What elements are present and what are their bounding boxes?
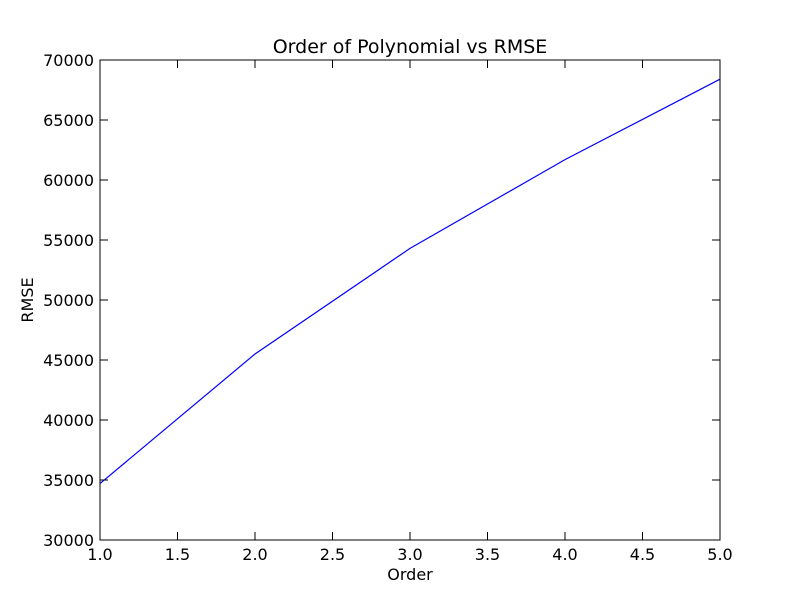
y-tick-label: 30000 [43,531,94,550]
y-tick-label: 65000 [43,111,94,130]
y-axis-label: RMSE [18,277,37,322]
x-tick-label: 2.0 [242,545,267,564]
series-line [99,78,721,485]
plot-background [100,60,720,540]
x-axis-label: Order [387,565,433,584]
x-tick-label: 3.5 [475,545,500,564]
x-tick-label: 1.5 [165,545,190,564]
x-tick-label: 4.5 [630,545,655,564]
y-tick-label: 40000 [43,411,94,430]
x-tick-label: 4.0 [552,545,577,564]
y-tick-label: 70000 [43,51,94,70]
x-tick-label: 1.0 [87,545,112,564]
x-tick-label: 2.5 [320,545,345,564]
y-tick-label: 55000 [43,231,94,250]
x-axis-ticks: 1.0 1.5 2.0 2.5 3.0 3.5 4.0 4.5 5.0 [87,60,733,564]
x-tick-label: 3.0 [397,545,422,564]
plot-area [99,59,721,541]
x-tick-label: 5.0 [707,545,732,564]
y-tick-label: 50000 [43,291,94,310]
y-tick-label: 35000 [43,471,94,490]
chart-title: Order of Polynomial vs RMSE [273,36,548,58]
y-axis-ticks: 30000 35000 40000 45000 50000 55000 60000 65000… [43,51,720,550]
y-tick-label: 60000 [43,171,94,190]
y-tick-label: 45000 [43,351,94,370]
series-layer [99,78,721,485]
